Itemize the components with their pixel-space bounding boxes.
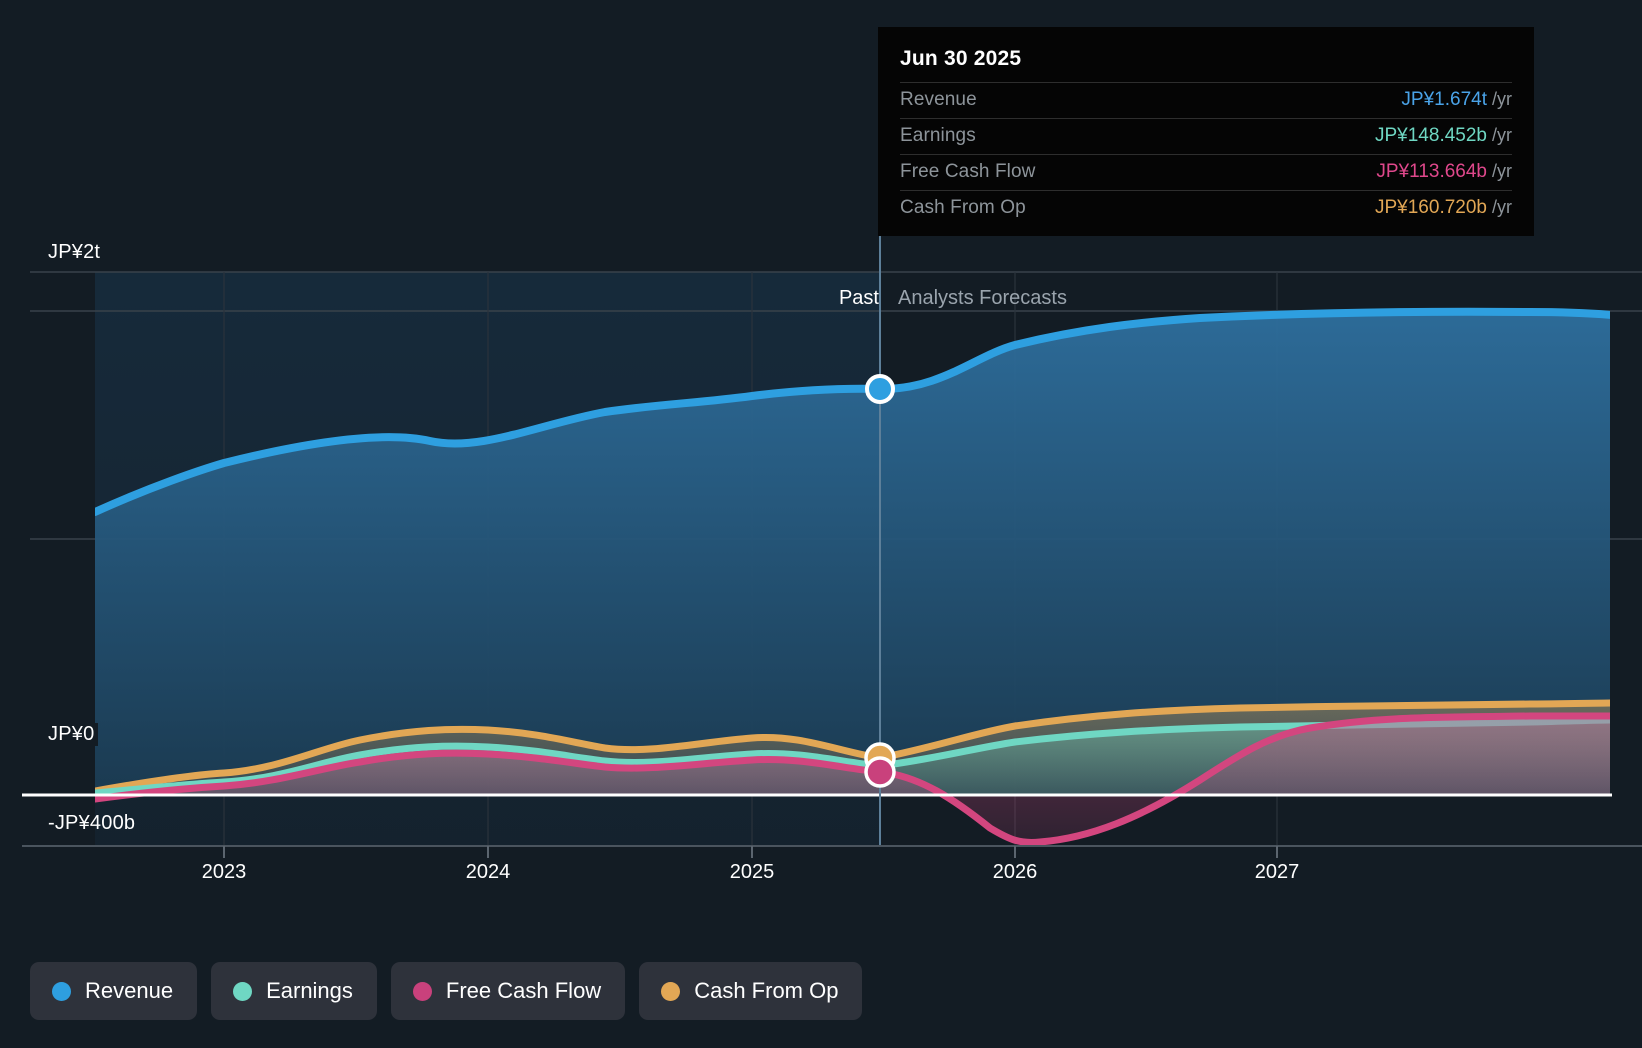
legend-label-cash-from-op: Cash From Op xyxy=(694,978,839,1003)
tooltip-amount-free-cash-flow: JP¥113.664b xyxy=(1376,161,1487,182)
hover-markers xyxy=(864,374,896,788)
legend-item-earnings[interactable]: Earnings xyxy=(211,962,377,1020)
x-axis-ticks xyxy=(223,846,1278,858)
tooltip-row-free-cash-flow: Free Cash Flow JP¥113.664b/yr xyxy=(900,154,1512,191)
chart-svg xyxy=(22,232,1642,858)
legend-item-revenue[interactable]: Revenue xyxy=(30,962,198,1020)
tooltip-value-free-cash-flow: JP¥113.664b/yr xyxy=(1204,155,1512,191)
x-axis-label-2024: 2024 xyxy=(465,861,511,883)
tooltip-label-earnings: Earnings xyxy=(900,125,976,146)
x-axis-label-2026: 2026 xyxy=(992,861,1038,883)
tooltip-amount-earnings: JP¥148.452b xyxy=(1375,125,1487,146)
tooltip-unit-cash-from-op: /yr xyxy=(1492,197,1512,217)
forecast-region-label: Analysts Forecasts xyxy=(898,287,1067,309)
tooltip-value-cash-from-op: JP¥160.720b/yr xyxy=(1204,191,1512,227)
legend-label-revenue: Revenue xyxy=(85,978,174,1003)
revenue-line xyxy=(95,307,1610,516)
tooltip-label-revenue: Revenue xyxy=(900,89,977,110)
tooltip-table: Revenue JP¥1.674t/yr Earnings JP¥148.452… xyxy=(900,82,1512,226)
tooltip-label-free-cash-flow: Free Cash Flow xyxy=(900,161,1036,182)
tooltip-row-earnings: Earnings JP¥148.452b/yr xyxy=(900,118,1512,155)
x-axis-label-2025: 2025 xyxy=(729,861,775,883)
x-axis-label-2023: 2023 xyxy=(201,861,247,883)
tooltip-value-revenue: JP¥1.674t/yr xyxy=(1204,83,1512,119)
legend-dot-revenue xyxy=(52,981,71,1001)
legend-dot-free-cash-flow xyxy=(412,981,432,1001)
legend-label-earnings: Earnings xyxy=(266,978,353,1003)
tooltip-unit-free-cash-flow: /yr xyxy=(1492,161,1512,181)
revenue-area xyxy=(95,311,1610,795)
tooltip-row-revenue: Revenue JP¥1.674t/yr xyxy=(900,82,1512,119)
tooltip-amount-cash-from-op: JP¥160.720b xyxy=(1375,197,1487,218)
tooltip-amount-revenue: JP¥1.674t xyxy=(1401,89,1487,110)
marker-free-cash-flow xyxy=(864,756,896,788)
legend-item-free-cash-flow[interactable]: Free Cash Flow xyxy=(390,962,626,1020)
marker-revenue xyxy=(865,374,895,404)
tooltip-unit-earnings: /yr xyxy=(1492,125,1512,145)
cash-from-op-line xyxy=(95,699,1610,795)
plot-area: JP¥2t JP¥0 -JP¥400b 2023 2024 2025 2026 … xyxy=(22,232,1642,883)
tooltip-value-earnings: JP¥148.452b/yr xyxy=(1204,119,1512,155)
y-axis-label-2: -JP¥400b xyxy=(48,812,136,834)
tooltip-unit-revenue: /yr xyxy=(1492,89,1512,109)
legend-label-free-cash-flow: Free Cash Flow xyxy=(445,978,602,1003)
x-axis-label-2027: 2027 xyxy=(1254,861,1300,883)
y-axis-label-0: JP¥2t xyxy=(48,241,105,264)
free-cash-flow-area xyxy=(95,715,1610,843)
tooltip-panel: Jun 30 2025 Revenue JP¥1.674t/yr Earning… xyxy=(878,27,1534,236)
chart-legend: Revenue Earnings Free Cash Flow Cash Fro… xyxy=(30,962,863,1020)
past-region-label: Past xyxy=(838,287,879,309)
legend-item-cash-from-op[interactable]: Cash From Op xyxy=(639,962,863,1020)
y-axis-label-1: JP¥0 xyxy=(48,723,99,746)
tooltip-label-cash-from-op: Cash From Op xyxy=(900,197,1026,218)
tooltip-date: Jun 30 2025 xyxy=(900,47,1022,70)
legend-dot-earnings xyxy=(233,981,253,1001)
tooltip-row-cash-from-op: Cash From Op JP¥160.720b/yr xyxy=(900,190,1512,227)
legend-dot-cash-from-op xyxy=(661,981,681,1001)
